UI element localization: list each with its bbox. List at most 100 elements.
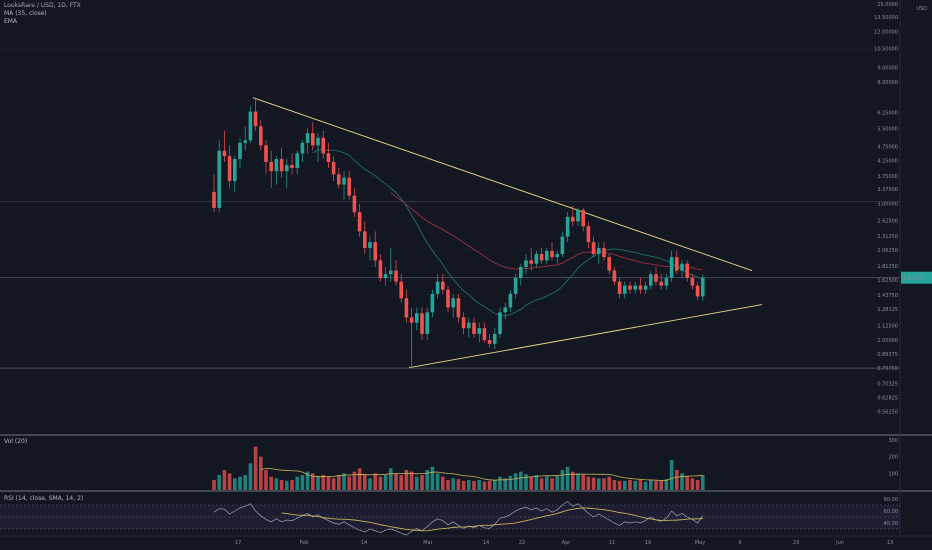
candle-body — [399, 281, 403, 299]
volume-bar — [347, 476, 351, 490]
volume-bar — [378, 476, 383, 490]
volume-bar — [612, 480, 617, 490]
candle-body — [597, 247, 601, 254]
candle-body — [243, 140, 247, 143]
volume-bar — [586, 476, 591, 490]
price-tick-label: 1.12500 — [877, 323, 898, 329]
candle — [477, 322, 481, 343]
volume-bar — [617, 480, 622, 490]
time-tick-label: 13 — [887, 540, 893, 546]
time-tick-label: 17 — [235, 540, 241, 546]
candle-body — [477, 328, 481, 334]
ema-indicator-label[interactable]: EMA — [4, 18, 18, 25]
volume-bar — [331, 478, 336, 490]
candle — [409, 307, 414, 368]
volume-bar — [669, 460, 674, 490]
candle — [664, 274, 669, 290]
volume-bar — [664, 479, 669, 490]
candle-body — [664, 277, 669, 286]
volume-bar — [472, 480, 476, 490]
candle-body — [264, 145, 268, 162]
volume-bar — [285, 480, 289, 490]
volume-bar — [571, 471, 575, 490]
candle — [638, 277, 643, 294]
candle — [212, 174, 216, 213]
candle — [238, 137, 242, 168]
volume-bar — [243, 475, 247, 490]
rsi-tick-label: 80.00 — [884, 497, 898, 503]
price-tick-label: 3.00000 — [877, 202, 898, 208]
price-tick-label: 0.62825 — [877, 396, 898, 402]
candle-body — [623, 285, 627, 294]
candle-body — [649, 274, 653, 286]
volume-bar — [576, 473, 580, 490]
price-tick-label: 0.56250 — [877, 409, 898, 415]
candle-body — [394, 270, 398, 282]
volume-bar — [415, 476, 419, 490]
candle — [623, 281, 627, 299]
volume-bar — [451, 478, 455, 490]
candle — [233, 156, 237, 192]
time-tick-label: May — [695, 540, 705, 546]
candle-body — [430, 293, 435, 313]
last-price-badge — [901, 271, 932, 284]
candle-body — [285, 164, 289, 172]
volume-bar — [269, 476, 273, 490]
candle-body — [409, 317, 414, 323]
volume-bar — [524, 474, 528, 490]
candle — [435, 274, 440, 299]
candle-body — [571, 216, 575, 222]
candle-body — [503, 307, 507, 313]
candle — [591, 236, 596, 258]
candle-body — [451, 298, 455, 308]
candle-body — [378, 260, 383, 278]
candle-body — [487, 339, 492, 344]
volume-bar — [321, 475, 325, 490]
time-tick-label: 9 — [738, 540, 741, 546]
candle — [321, 130, 325, 160]
candle-body — [617, 281, 622, 294]
volume-bar — [435, 473, 440, 490]
volume-bar — [545, 476, 549, 490]
volume-bar — [352, 471, 357, 490]
candle-body — [389, 270, 393, 275]
volume-bar — [654, 480, 658, 490]
candle — [383, 267, 388, 286]
volume-bar — [446, 480, 450, 490]
volume-bar — [685, 476, 689, 490]
candle-body — [233, 159, 237, 182]
candle — [441, 274, 445, 294]
volume-bar — [420, 475, 424, 490]
candle-body — [467, 322, 471, 329]
candle — [373, 231, 377, 268]
candle — [529, 247, 533, 271]
volume-bar — [690, 478, 695, 490]
candle — [248, 105, 253, 143]
candle-body — [316, 137, 320, 146]
candle-body — [342, 177, 346, 185]
candle-body — [529, 260, 533, 264]
volume-bar — [425, 470, 429, 490]
candle — [508, 289, 513, 313]
price-tick-label: 13.50000 — [874, 15, 898, 21]
volume-bar — [519, 471, 523, 490]
candle — [368, 236, 372, 261]
candle-body — [628, 285, 632, 290]
volume-bar — [680, 473, 684, 490]
symbol-title[interactable]: LooksRare / USD, 1D, FTX — [4, 2, 81, 9]
candle-body — [331, 161, 336, 175]
candle-body — [269, 161, 273, 172]
price-tick-label: 4.25000 — [877, 158, 898, 164]
candle-body — [539, 253, 544, 261]
candle-body — [586, 226, 591, 243]
price-tick-label: 1.00000 — [877, 338, 898, 344]
candle-body — [311, 133, 315, 146]
volume-bar — [300, 475, 305, 490]
candle — [420, 307, 424, 340]
ma-indicator-label[interactable]: MA (35, close) — [4, 10, 47, 17]
price-axis-unit: USD — [916, 6, 927, 12]
candle — [243, 126, 247, 151]
candle — [347, 171, 351, 200]
candle — [669, 250, 674, 282]
